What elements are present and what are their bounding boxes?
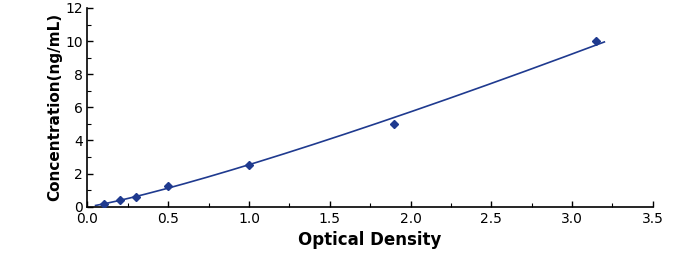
Y-axis label: Concentration(ng/mL): Concentration(ng/mL) [47, 13, 62, 201]
X-axis label: Optical Density: Optical Density [298, 231, 442, 249]
